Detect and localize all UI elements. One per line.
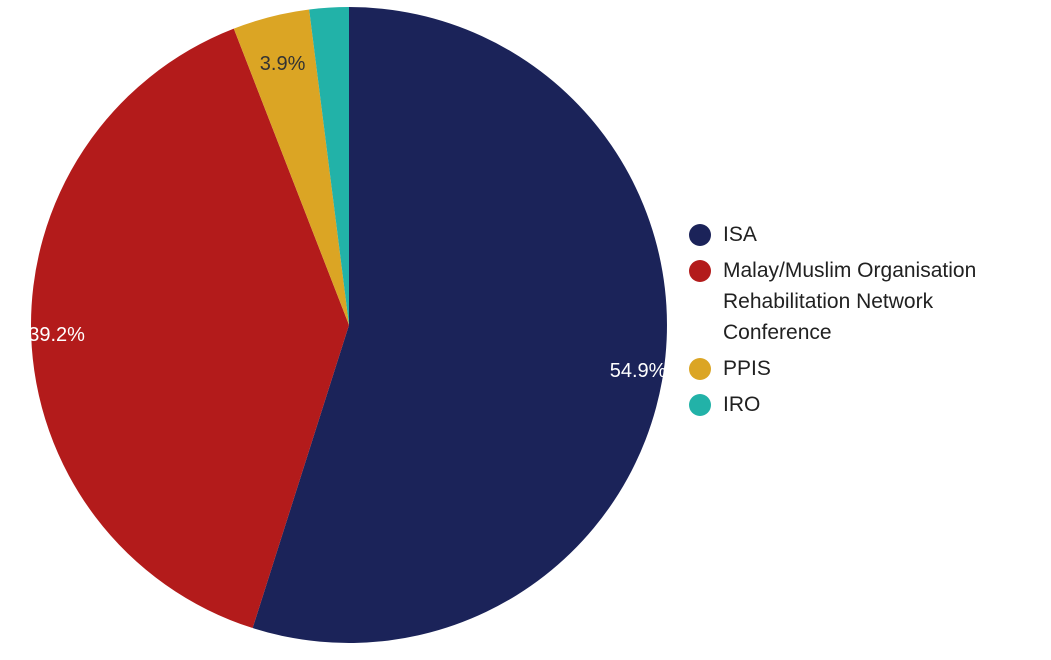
pie-slice-isa xyxy=(252,7,667,644)
legend-label: Malay/Muslim Organisation Rehabilitation… xyxy=(723,259,977,344)
legend-swatch xyxy=(689,224,711,246)
legend-swatch xyxy=(689,260,711,282)
legend-swatch xyxy=(689,358,711,380)
pie-chart: 54.9% 39.2% 3.9% xyxy=(28,7,667,644)
legend-label: IRO xyxy=(723,393,761,416)
legend-item: IRO xyxy=(689,392,1044,420)
pie-slice-label: 3.9% xyxy=(260,53,306,75)
pie-slice-iro xyxy=(309,7,349,325)
legend-label: ISA xyxy=(723,223,757,246)
legend-swatch xyxy=(689,394,711,416)
legend-item: ISA xyxy=(689,222,1044,250)
pie-slice-ppis xyxy=(233,9,349,325)
legend-label: PPIS xyxy=(723,357,771,380)
legend: ISA Malay/Muslim Organisation Rehabilitat… xyxy=(689,222,1044,428)
pie-slice-label: 54.9% xyxy=(610,360,667,382)
pie-slice-label: 39.2% xyxy=(28,324,85,346)
legend-item: PPIS xyxy=(689,356,1044,384)
pie-slice-malay xyxy=(30,28,349,629)
legend-item: Malay/Muslim Organisation Rehabilitation… xyxy=(689,258,1044,348)
